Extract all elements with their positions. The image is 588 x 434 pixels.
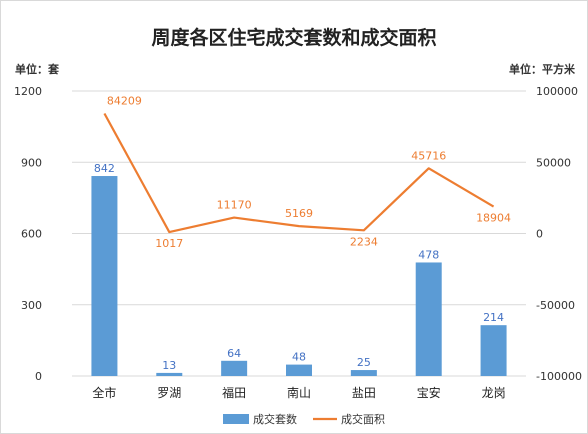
bar-data-label: 214 bbox=[483, 311, 504, 324]
bar bbox=[415, 262, 442, 376]
right-tick-label: 100000 bbox=[536, 85, 578, 98]
bar-data-label: 842 bbox=[94, 162, 115, 175]
right-tick-label: -100000 bbox=[536, 370, 582, 383]
bar-data-labels: 842 13 64 48 25 478 214 bbox=[94, 162, 504, 372]
left-tick-label: 0 bbox=[35, 370, 42, 383]
line-data-label: 18904 bbox=[476, 212, 511, 225]
category-label: 宝安 bbox=[417, 385, 441, 400]
bar-data-label: 48 bbox=[292, 351, 306, 364]
line-series bbox=[103, 112, 495, 234]
bar-series bbox=[91, 176, 507, 376]
line-data-labels: 84209 1017 11170 5169 2234 45716 18904 bbox=[107, 95, 511, 251]
right-tick-label: -50000 bbox=[536, 299, 575, 312]
bar-data-label: 13 bbox=[162, 359, 176, 372]
legend-bar-label: 成交套数 bbox=[253, 412, 297, 426]
category-label: 罗湖 bbox=[157, 385, 181, 400]
right-axis-ticks: -100000 -50000 0 50000 100000 bbox=[536, 85, 582, 383]
left-tick-label: 900 bbox=[21, 156, 42, 169]
bar-data-label: 25 bbox=[357, 356, 371, 369]
left-tick-label: 1200 bbox=[14, 85, 42, 98]
bar bbox=[286, 364, 312, 376]
category-label: 福田 bbox=[222, 385, 246, 400]
legend-line-label: 成交面积 bbox=[341, 412, 385, 426]
line-data-label: 5169 bbox=[285, 207, 313, 220]
line-data-label: 11170 bbox=[217, 199, 252, 212]
line-data-label: 1017 bbox=[155, 237, 183, 250]
gridlines bbox=[72, 90, 526, 377]
chart-title: 周度各区住宅成交套数和成交面积 bbox=[151, 26, 436, 49]
left-axis-ticks: 0 300 600 900 1200 bbox=[14, 85, 42, 383]
category-label: 盐田 bbox=[352, 386, 376, 400]
bar bbox=[156, 372, 183, 376]
left-tick-label: 300 bbox=[21, 299, 42, 312]
line-path bbox=[103, 112, 495, 234]
bar-data-label: 478 bbox=[418, 248, 439, 261]
category-labels: 全市 罗湖 福田 南山 盐田 宝安 龙岗 bbox=[92, 385, 505, 400]
legend: 成交套数 成交面积 bbox=[223, 412, 385, 426]
right-tick-label: 0 bbox=[536, 228, 543, 241]
bar-data-label: 64 bbox=[227, 347, 241, 360]
category-label: 南山 bbox=[287, 385, 311, 400]
bar bbox=[221, 360, 248, 376]
left-tick-label: 600 bbox=[21, 228, 42, 241]
category-label: 龙岗 bbox=[482, 386, 506, 400]
legend-bar-swatch bbox=[223, 414, 249, 424]
right-tick-label: 50000 bbox=[536, 156, 571, 169]
bar bbox=[91, 176, 118, 376]
right-axis-unit: 单位：平方米 bbox=[509, 62, 576, 76]
line-data-label: 84209 bbox=[107, 95, 142, 108]
left-axis-unit: 单位：套 bbox=[15, 62, 60, 76]
line-data-label: 2234 bbox=[350, 235, 378, 248]
category-label: 全市 bbox=[92, 385, 116, 400]
line-data-label: 45716 bbox=[411, 149, 446, 162]
bar bbox=[350, 370, 377, 376]
bar bbox=[480, 325, 507, 376]
